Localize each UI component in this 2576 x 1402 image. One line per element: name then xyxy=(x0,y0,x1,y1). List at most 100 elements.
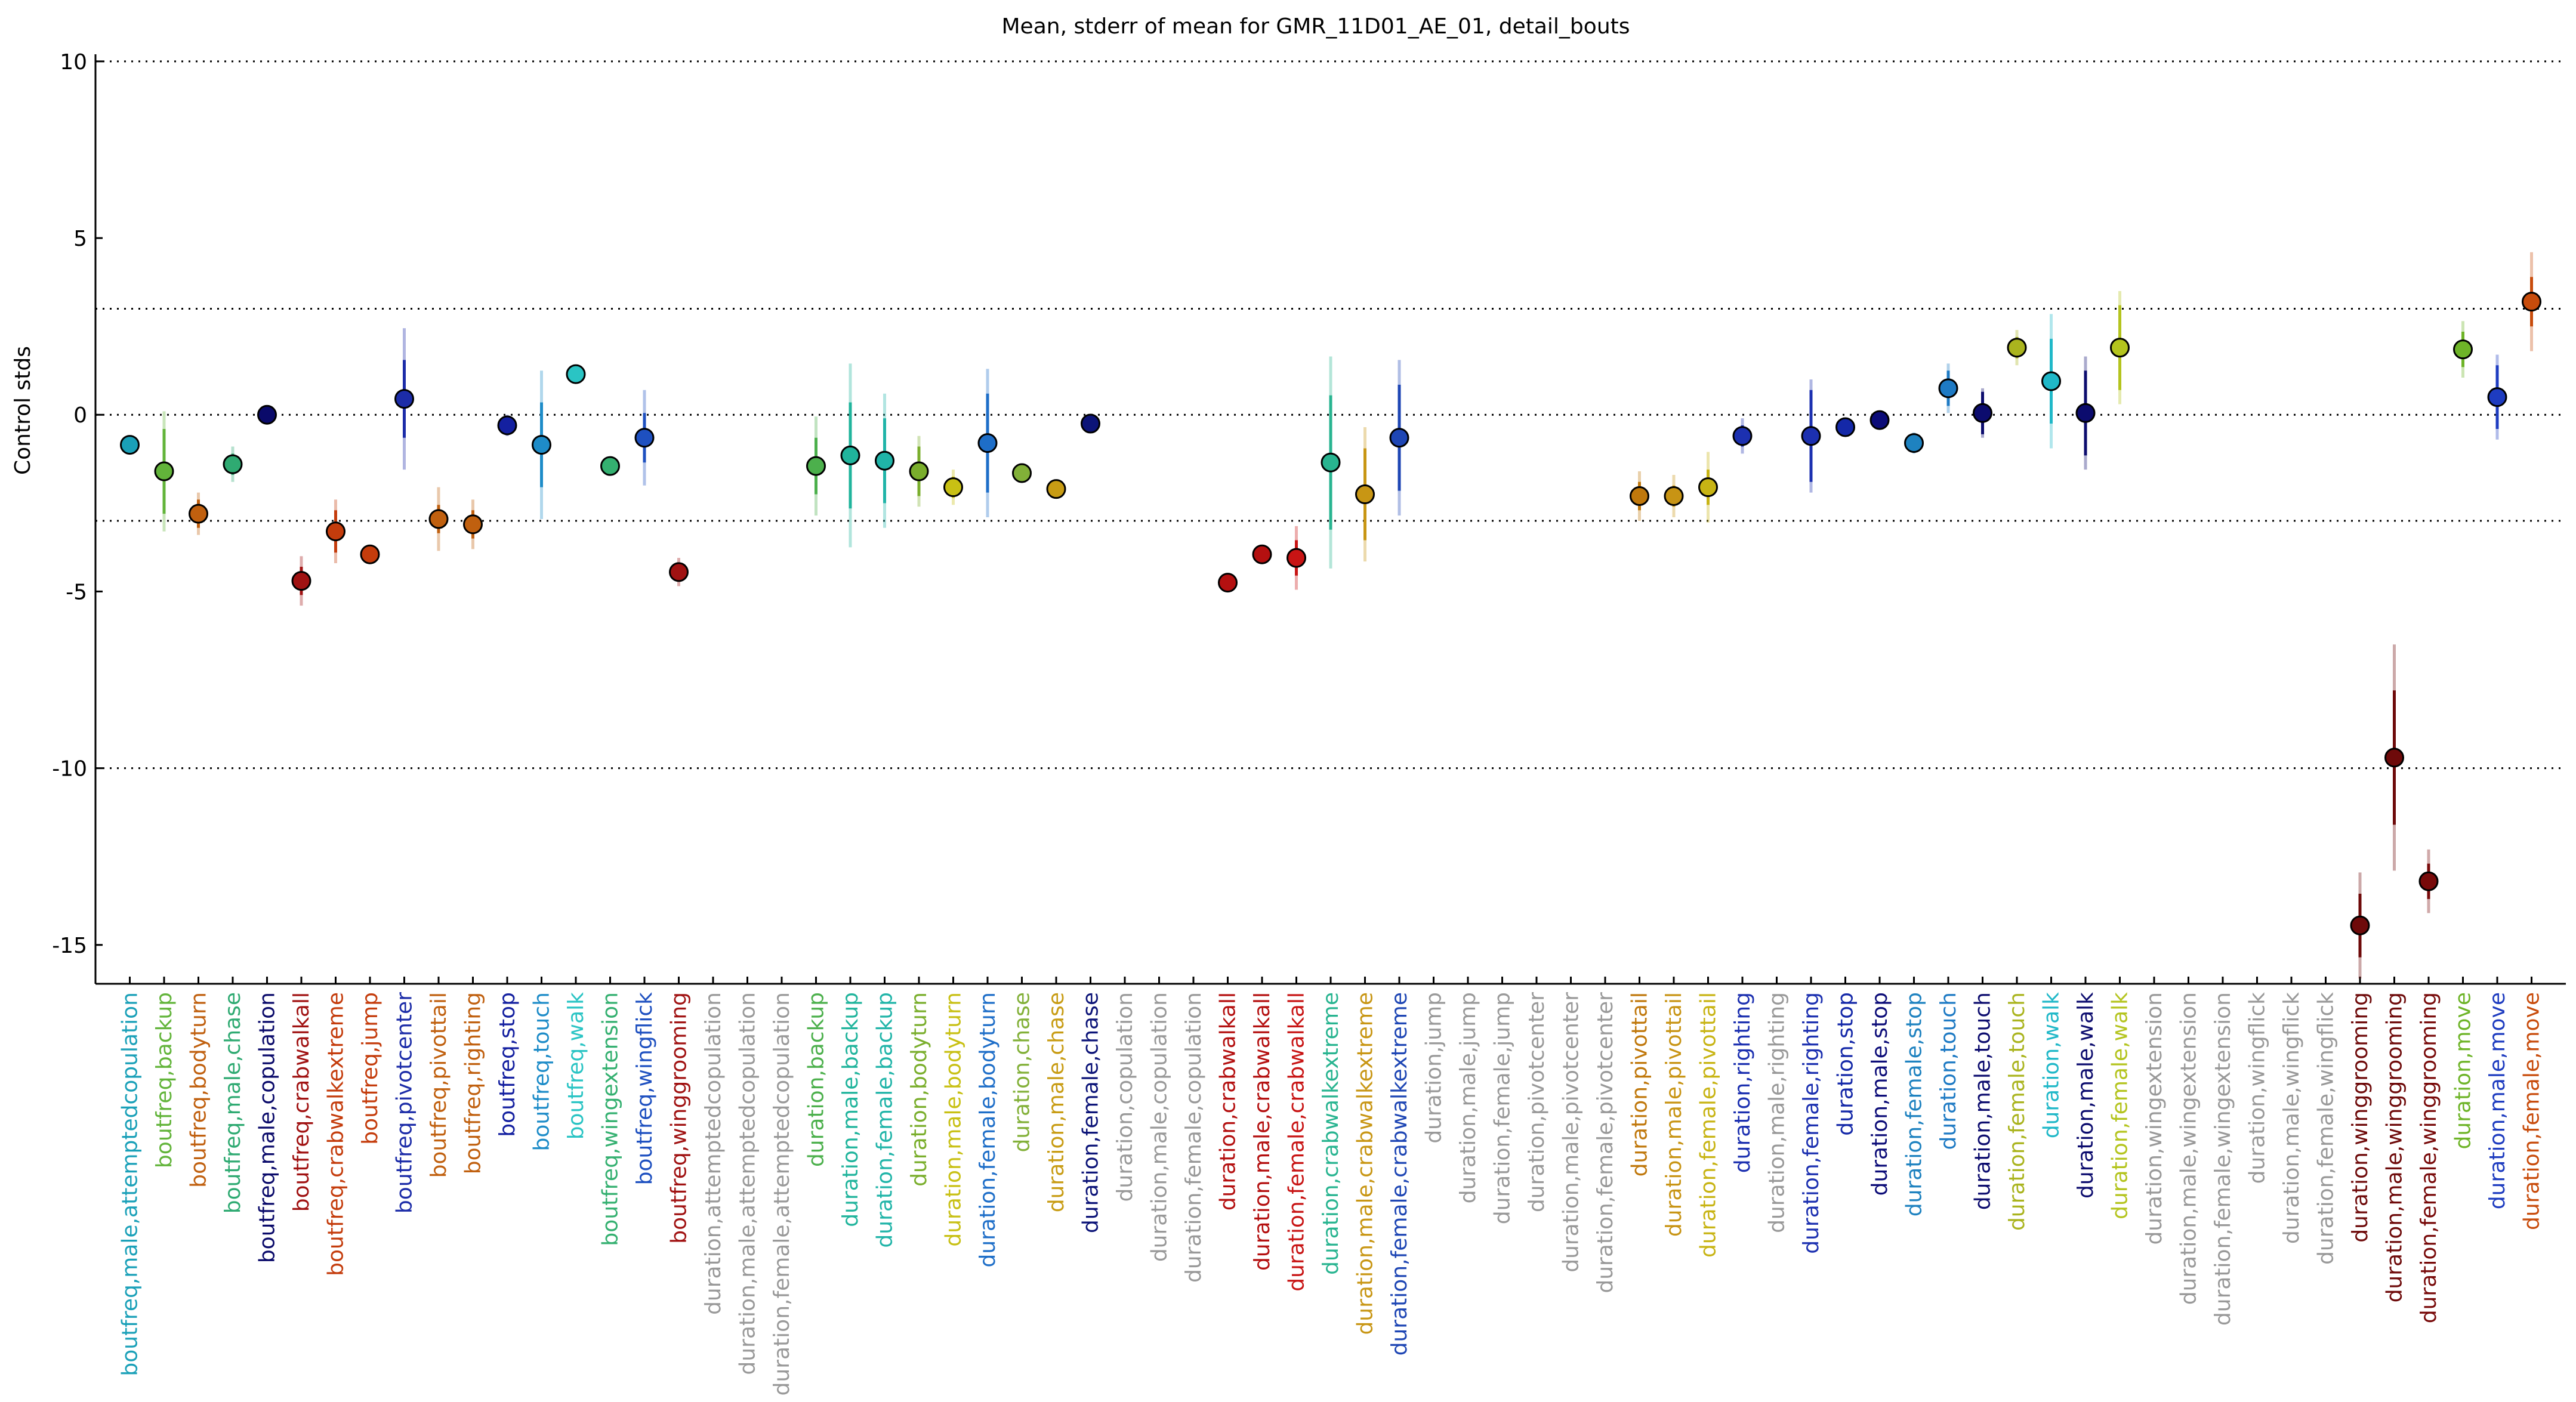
mean-marker xyxy=(360,544,380,564)
mean-marker xyxy=(428,509,449,529)
mean-marker xyxy=(1389,428,1409,448)
x-tick-label: duration,crabwalkextreme xyxy=(1319,992,1343,1275)
x-tick-label: duration,male,pivotcenter xyxy=(1559,992,1584,1273)
y-tick-label: 10 xyxy=(60,50,87,75)
mean-marker xyxy=(2350,915,2370,935)
mean-marker xyxy=(463,514,483,535)
x-tick-label: duration,male,pivottail xyxy=(1662,992,1686,1237)
mean-marker xyxy=(223,454,243,474)
mean-marker xyxy=(1081,413,1100,434)
x-tick-label: duration,pivotcenter xyxy=(1525,992,1549,1212)
x-tick-label: boutfreq,male,attemptedcopulation xyxy=(118,992,143,1376)
x-tick-label: duration,female,jump xyxy=(1491,992,1515,1224)
x-tick-label: boutfreq,backup xyxy=(152,992,177,1168)
mean-marker xyxy=(1252,544,1272,564)
x-tick-label: duration,male,stop xyxy=(1868,992,1892,1196)
x-tick-label: boutfreq,male,copulation xyxy=(255,992,280,1263)
mean-marker xyxy=(2487,387,2507,407)
mean-marker xyxy=(1835,417,1855,437)
mean-marker xyxy=(532,435,551,455)
mean-marker xyxy=(2041,371,2061,391)
x-tick-label: duration,female,copulation xyxy=(1181,992,1206,1283)
x-tick-label: boutfreq,male,chase xyxy=(221,992,245,1213)
x-tick-label: duration,move xyxy=(2451,992,2476,1149)
mean-marker xyxy=(1801,426,1821,446)
x-tick-label: boutfreq,bodyturn xyxy=(187,992,211,1188)
x-tick-label: duration,touch xyxy=(1936,992,1961,1150)
x-tick-label: duration,male,backup xyxy=(838,992,863,1227)
x-tick-label: duration,jump xyxy=(1422,992,1446,1144)
x-tick-label: duration,female,walk xyxy=(2108,992,2133,1219)
y-axis-label: Control stds xyxy=(11,346,35,475)
x-tick-label: duration,male,crabwalkextreme xyxy=(1353,992,1378,1335)
x-tick-label: boutfreq,crabwalkall xyxy=(289,992,314,1212)
x-tick-label: duration,stop xyxy=(1834,992,1858,1136)
x-tick-label: duration,female,pivottail xyxy=(1696,992,1721,1258)
mean-marker xyxy=(1732,426,1753,446)
mean-marker xyxy=(1630,486,1649,506)
y-tick-label: 5 xyxy=(73,227,87,251)
mean-marker xyxy=(634,428,655,448)
mean-marker xyxy=(154,461,174,481)
mean-marker xyxy=(1904,433,1924,453)
y-tick-label: -10 xyxy=(52,757,87,782)
x-tick-label: duration,male,walk xyxy=(2074,992,2098,1199)
mean-marker xyxy=(977,433,998,453)
mean-marker xyxy=(2110,338,2130,358)
x-tick-label: boutfreq,walk xyxy=(564,992,588,1139)
x-tick-label: duration,male,bodyturn xyxy=(942,992,966,1247)
x-tick-label: duration,female,move xyxy=(2520,992,2544,1230)
mean-marker xyxy=(806,456,826,476)
x-tick-label: boutfreq,pivottail xyxy=(427,992,451,1178)
mean-marker xyxy=(2075,403,2096,423)
x-tick-label: duration,male,wingflick xyxy=(2279,992,2304,1244)
mean-marker xyxy=(1973,403,1992,423)
x-tick-label: duration,female,righting xyxy=(1799,992,1824,1254)
mean-marker xyxy=(1938,378,1958,399)
mean-marker xyxy=(1012,463,1032,483)
x-tick-label: boutfreq,winggrooming xyxy=(667,992,692,1244)
mean-marker xyxy=(909,461,929,481)
x-tick-label: duration,female,stop xyxy=(1902,992,1927,1216)
x-tick-label: duration,backup xyxy=(804,992,829,1167)
mean-marker xyxy=(120,435,140,455)
x-tick-label: duration,winggrooming xyxy=(2348,992,2373,1243)
x-tick-label: duration,female,crabwalkextreme xyxy=(1387,992,1412,1355)
x-tick-label: duration,female,wingflick xyxy=(2314,992,2339,1265)
x-tick-label: duration,attemptedcopulation xyxy=(701,992,726,1315)
x-tick-label: boutfreq,wingextension xyxy=(599,992,623,1246)
mean-marker xyxy=(2418,871,2439,891)
x-tick-label: duration,male,attemptedcopulation xyxy=(736,992,760,1375)
mean-marker xyxy=(1698,477,1718,498)
mean-marker xyxy=(1869,410,1890,430)
x-tick-label: duration,female,touch xyxy=(2005,992,2029,1231)
mean-marker xyxy=(2384,748,2404,768)
mean-marker xyxy=(943,477,963,498)
x-tick-label: duration,female,winggrooming xyxy=(2417,992,2441,1323)
x-tick-label: duration,female,attemptedcopulation xyxy=(770,992,794,1395)
x-tick-label: duration,male,chase xyxy=(1044,992,1069,1212)
x-tick-label: boutfreq,wingflick xyxy=(633,992,657,1185)
x-tick-label: duration,crabwalkall xyxy=(1216,992,1241,1210)
mean-marker xyxy=(1287,548,1306,568)
x-tick-label: duration,wingextension xyxy=(2142,992,2167,1245)
mean-marker xyxy=(291,571,311,591)
x-tick-label: boutfreq,touch xyxy=(530,992,554,1151)
mean-marker xyxy=(600,456,620,476)
x-tick-label: duration,female,wingextension xyxy=(2211,992,2235,1326)
x-tick-label: boutfreq,pivotcenter xyxy=(393,992,417,1213)
mean-marker xyxy=(1218,573,1238,593)
chart-title: Mean, stderr of mean for GMR_11D01_AE_01… xyxy=(1002,14,1630,39)
x-tick-label: boutfreq,righting xyxy=(461,992,486,1174)
x-tick-label: boutfreq,jump xyxy=(358,992,382,1145)
y-tick-label: -5 xyxy=(66,580,87,604)
mean-marker xyxy=(1355,484,1375,505)
x-tick-label: duration,bodyturn xyxy=(907,992,931,1187)
x-tick-label: duration,male,righting xyxy=(1765,992,1790,1233)
mean-marker xyxy=(875,450,894,471)
x-tick-label: duration,male,jump xyxy=(1456,992,1480,1203)
x-tick-label: duration,copulation xyxy=(1113,992,1137,1202)
mean-marker xyxy=(566,364,586,384)
x-tick-label: duration,male,crabwalkall xyxy=(1250,992,1275,1271)
